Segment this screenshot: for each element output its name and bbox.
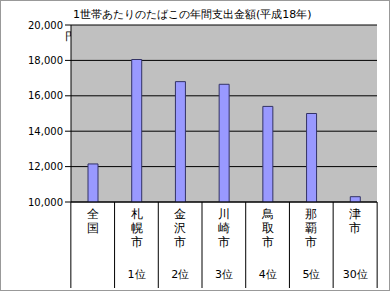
svg-text:12,000: 12,000	[28, 161, 63, 172]
svg-text:18,000: 18,000	[28, 55, 63, 66]
html-text:1世帯あたりのたばこの年間支出金額(平成18年): 1世帯あたりのたばこの年間支出金額(平成18年)	[73, 8, 312, 21]
svg-text:鳥取市: 鳥取市	[261, 207, 274, 249]
svg-text:1位: 1位	[128, 268, 146, 281]
svg-text:3位: 3位	[215, 268, 233, 281]
html-text:円: 円	[65, 30, 76, 43]
svg-text:那覇市: 那覇市	[305, 207, 317, 249]
svg-text:16,000: 16,000	[28, 90, 63, 101]
svg-text:30位: 30位	[343, 268, 368, 281]
svg-text:金沢市: 金沢市	[174, 207, 186, 249]
svg-text:4位: 4位	[259, 268, 277, 281]
svg-text:全国: 全国	[87, 207, 99, 235]
svg-text:20,000: 20,000	[28, 20, 63, 31]
svg-text:2位: 2位	[171, 268, 189, 281]
svg-text:10,000: 10,000	[28, 197, 63, 208]
svg-text:札幌市: 札幌市	[131, 207, 143, 249]
svg-text:5位: 5位	[302, 268, 320, 281]
svg-text:14,000: 14,000	[28, 126, 63, 137]
svg-text:津市: 津市	[349, 207, 361, 235]
svg-text:川崎市: 川崎市	[218, 207, 230, 249]
